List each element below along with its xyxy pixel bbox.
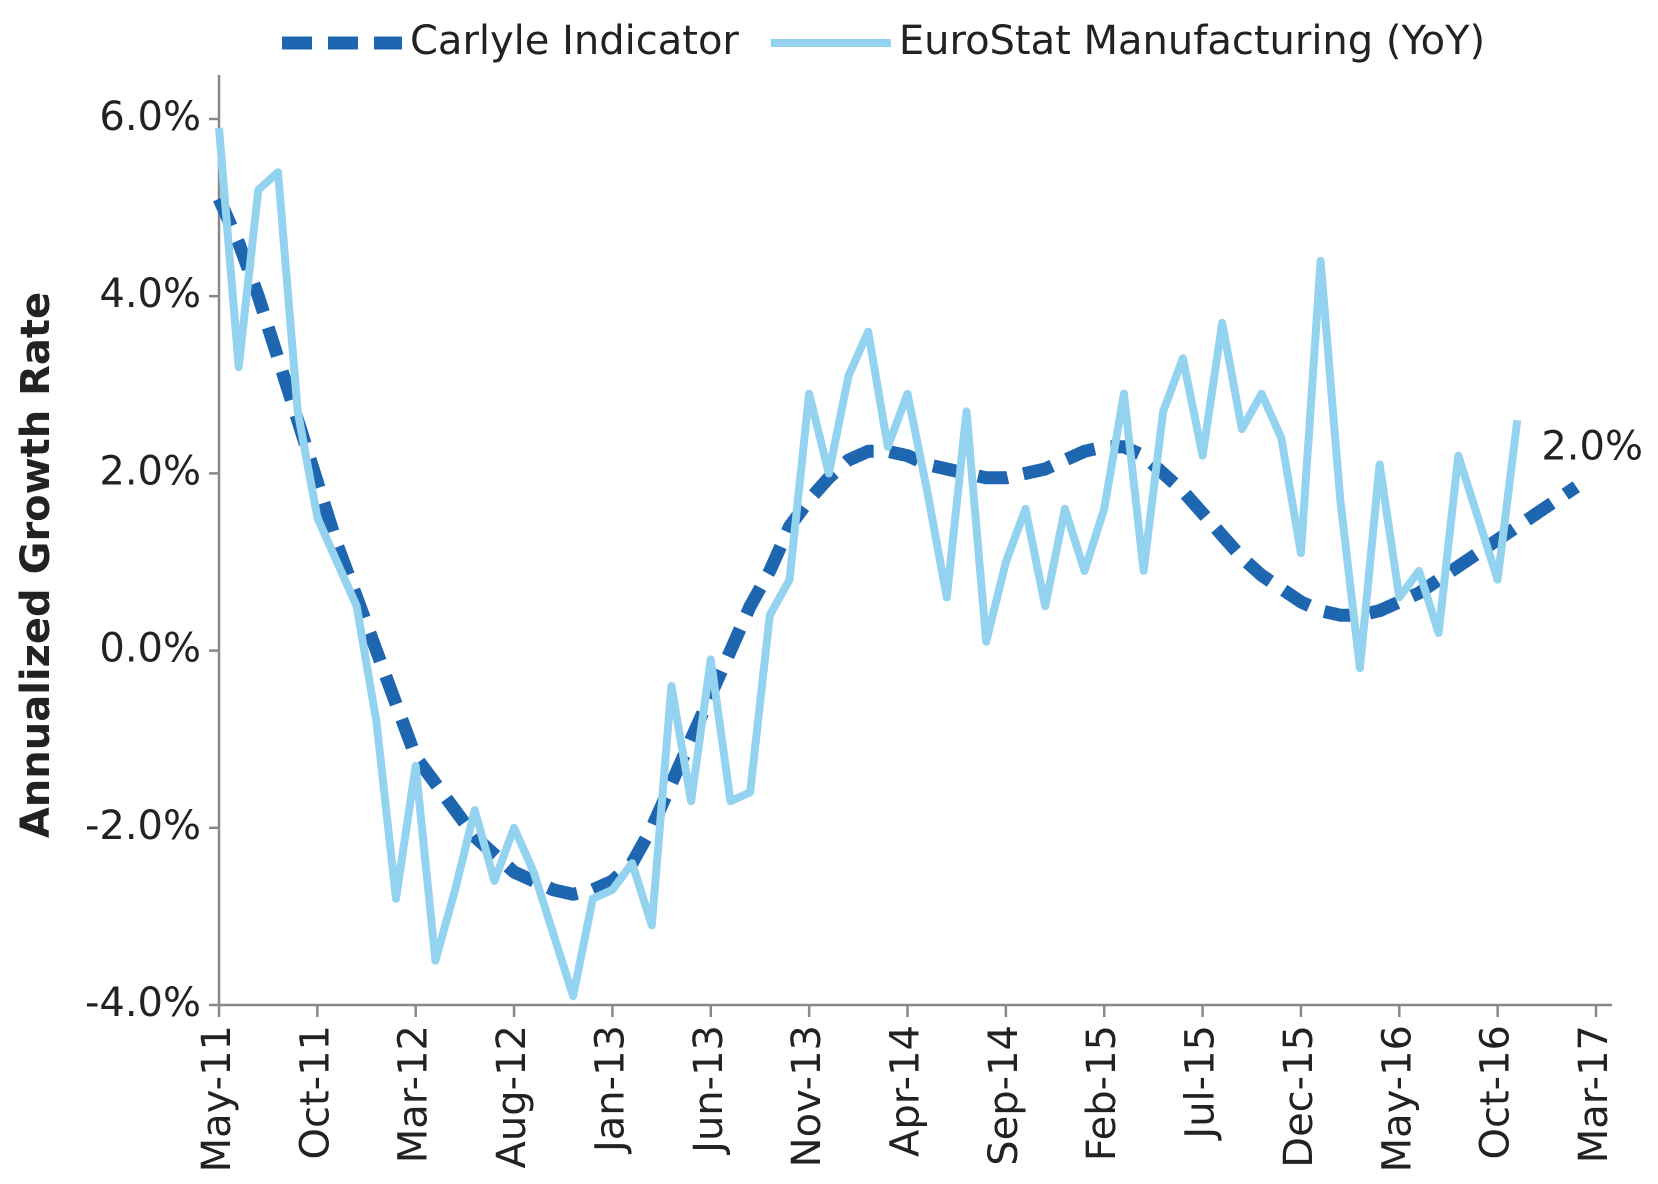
legend-label: EuroStat Manufacturing (YoY) — [899, 18, 1485, 64]
x-tick-label: Mar-12 — [391, 1025, 437, 1163]
y-axis-label: Annualized Growth Rate — [13, 292, 59, 838]
x-tick-label: Mar-17 — [1571, 1025, 1617, 1163]
y-tick-label: -2.0% — [85, 803, 201, 849]
x-tick-label: Jun-13 — [686, 1025, 732, 1156]
legend-label: Carlyle Indicator — [410, 18, 739, 64]
x-tick-label: Jul-15 — [1178, 1025, 1224, 1142]
x-tick-label: Nov-13 — [784, 1025, 830, 1167]
y-tick-label: 4.0% — [99, 271, 201, 317]
x-tick-label: Apr-14 — [883, 1025, 929, 1157]
x-tick-label: May-11 — [194, 1025, 240, 1172]
y-tick-label: 0.0% — [99, 626, 201, 672]
x-tick-label: Aug-12 — [489, 1025, 535, 1168]
x-tick-label: Oct-16 — [1473, 1025, 1519, 1160]
x-tick-label: Jan-13 — [587, 1025, 633, 1155]
annotation: 2.0% — [1541, 424, 1643, 470]
y-tick-label: 2.0% — [99, 448, 201, 494]
x-tick-label: Dec-15 — [1276, 1025, 1322, 1168]
x-tick-label: Oct-11 — [292, 1025, 338, 1160]
y-tick-label: -4.0% — [85, 980, 201, 1026]
line-series — [215, 127, 1522, 1001]
x-tick-label: Feb-15 — [1079, 1025, 1125, 1161]
x-tick-label: Sep-14 — [981, 1025, 1027, 1166]
y-tick-label: 6.0% — [99, 94, 201, 140]
x-tick-label: May-16 — [1374, 1025, 1420, 1172]
